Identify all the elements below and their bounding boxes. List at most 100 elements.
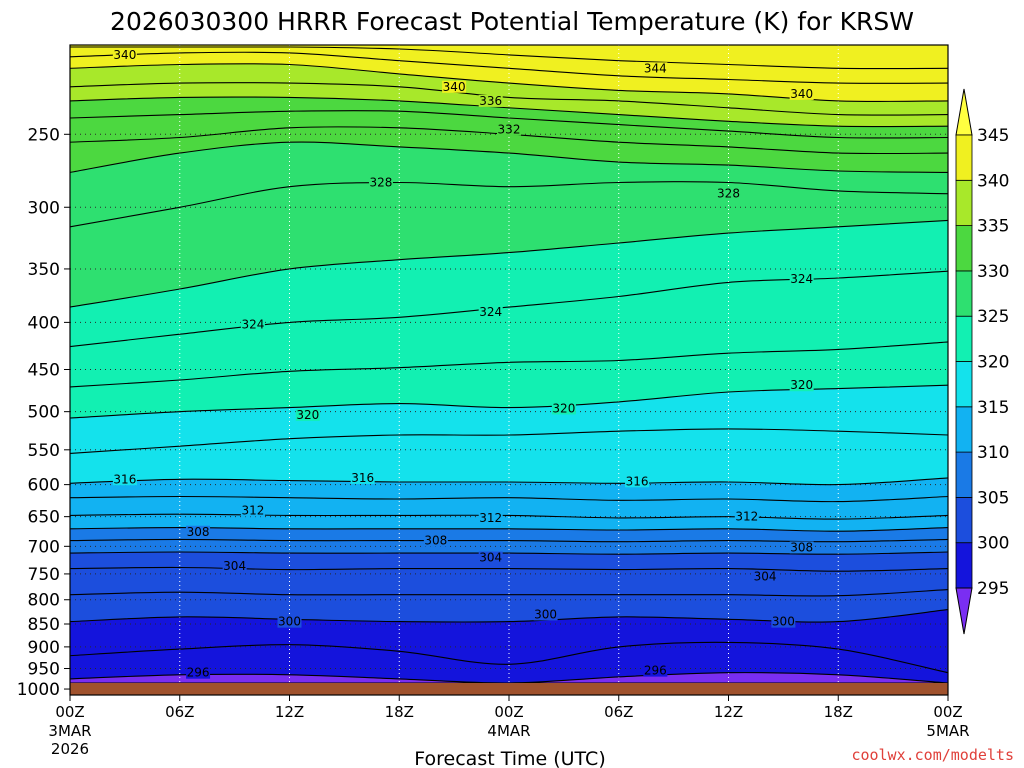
isentrope-312: [70, 513, 948, 520]
colorbar-tick-label: 295: [977, 579, 1009, 599]
y-tick-label: 950: [28, 660, 60, 680]
y-tick-label: 350: [28, 260, 60, 280]
contour-label-bg: [716, 187, 741, 200]
band-344: [70, 45, 948, 69]
isentrope-322: [70, 341, 948, 388]
contour-label-bg: [222, 559, 247, 572]
colorbar-swatch: [955, 270, 973, 317]
colorbar-swatch: [955, 315, 973, 362]
y-tick-label: 250: [28, 125, 60, 145]
contour-label: 300: [772, 615, 795, 629]
colorbar-swatch: [955, 225, 973, 272]
contour-label: 304: [754, 570, 777, 584]
y-tick-label: 1000: [17, 680, 60, 700]
colorbar-tick-label: 345: [977, 126, 1009, 146]
contour-label-bg: [478, 306, 503, 319]
contour-label-bg: [295, 408, 320, 421]
contour-label: 340: [443, 80, 466, 94]
colorbar-swatch: [955, 542, 973, 589]
contour-label-bg: [643, 664, 668, 677]
isentrope-310: [70, 527, 948, 532]
isentrope-304: [70, 566, 948, 572]
contour-label-bg: [625, 475, 650, 488]
y-tick-label: 550: [28, 441, 60, 461]
contour-label-bg: [240, 318, 265, 331]
colorbar-swatch: [955, 496, 973, 544]
colorbar-arrow-top: [955, 88, 973, 136]
y-tick-label: 650: [28, 508, 60, 528]
x-axis-label: Forecast Time (UTC): [414, 748, 605, 768]
isentrope-342: [70, 51, 948, 84]
colorbar-tick-label: 330: [977, 262, 1009, 282]
y-tick-label: 700: [28, 537, 60, 557]
colorbar-swatch: [955, 406, 973, 453]
surface-strip: [70, 683, 948, 695]
contour-label: 316: [113, 472, 136, 486]
contour-label: 332: [498, 122, 521, 136]
isentrope-336: [70, 96, 948, 128]
colorbar-tick-label: 315: [977, 398, 1009, 418]
chart-title: 2026030300 HRRR Forecast Potential Tempe…: [110, 7, 914, 36]
contour-label: 324: [790, 272, 813, 286]
contour-label: 300: [534, 607, 557, 621]
x-date-label: 5MAR: [926, 722, 969, 740]
colorbar-tick-label: 335: [977, 217, 1009, 237]
credit-link[interactable]: coolwx.com/modelts: [851, 746, 1014, 764]
x-tick-label: 06Z: [165, 703, 194, 721]
x-date-label: 3MAR: [48, 722, 91, 740]
contour-label: 304: [223, 559, 246, 573]
isentrope-318: [70, 428, 948, 454]
contour-label: 312: [479, 511, 502, 525]
x-tick-label: 06Z: [604, 703, 633, 721]
contour-labels: 340 340 336 344 340 332 328 328 324 324 324 320 320 3…: [112, 48, 814, 680]
colorbar-tick-label: 305: [977, 488, 1009, 508]
isentrope-326: [70, 219, 948, 308]
contour-label-bg: [186, 666, 211, 679]
y-tick-label: 450: [28, 361, 60, 381]
contour-label: 344: [644, 61, 667, 75]
x-tick-label: 00Z: [494, 703, 523, 721]
contour-label: 308: [187, 525, 210, 539]
contour-label-bg: [442, 80, 467, 93]
colorbar-swatch: [955, 134, 973, 181]
y-tick-label: 400: [28, 313, 60, 333]
contour-label-bg: [753, 570, 778, 583]
isentrope-314: [70, 495, 948, 503]
x-tick-label: 18Z: [824, 703, 853, 721]
x-tick-label: 18Z: [385, 703, 414, 721]
contour-label-bg: [734, 510, 759, 523]
contour-label-bg: [478, 511, 503, 524]
contour-label: 324: [241, 317, 264, 331]
contour-label: 320: [552, 401, 575, 415]
contour-label-bg: [789, 273, 814, 286]
contour-label: 296: [187, 666, 210, 680]
contour-label-bg: [277, 615, 302, 628]
y-tick-label: 600: [28, 476, 60, 496]
contour-label-bg: [551, 402, 576, 415]
x-date-label: 4MAR: [487, 722, 530, 740]
contour-label: 320: [296, 408, 319, 422]
contour-label: 340: [790, 87, 813, 101]
contour-label-bg: [478, 551, 503, 564]
colorbar-tick-label: 310: [977, 443, 1009, 463]
y-tick-label: 500: [28, 403, 60, 423]
contour-label: 324: [479, 305, 502, 319]
contour-label: 296: [644, 664, 667, 678]
colorbar-swatch: [955, 179, 973, 227]
contour-label: 340: [113, 48, 136, 62]
x-tick-label: 00Z: [55, 703, 84, 721]
y-tick-label: 750: [28, 565, 60, 585]
y-tick-label: 900: [28, 638, 60, 658]
contour-label-bg: [350, 471, 375, 484]
isentrope-328: [70, 181, 948, 228]
colorbar-tick-label: 325: [977, 307, 1009, 327]
contour-label-bg: [497, 123, 521, 136]
isentrope-316: [70, 477, 948, 486]
contour-label-bg: [533, 608, 558, 621]
isentrope-344: [70, 46, 948, 70]
isentrope-330: [70, 141, 948, 173]
contour-label-bg: [368, 176, 393, 189]
contour-label: 304: [479, 551, 502, 565]
